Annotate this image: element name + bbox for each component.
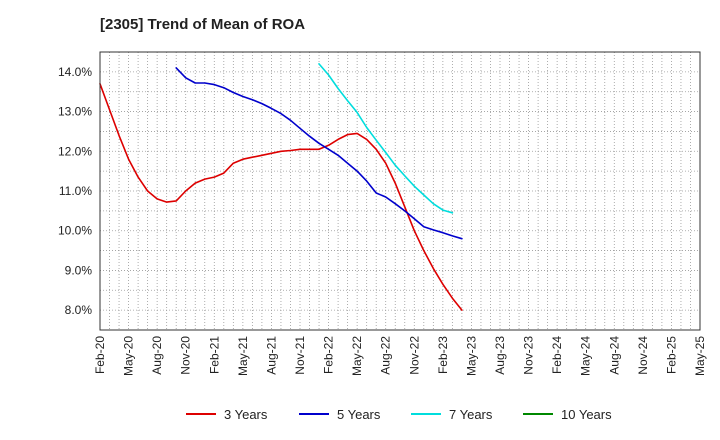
- x-tick-label: Aug-21: [264, 336, 278, 375]
- x-tick-label: May-21: [236, 336, 250, 376]
- x-axis-ticks: Feb-20 May-20 Aug-20 Nov-20 Feb-21 May-21 Aug-…: [93, 336, 707, 376]
- x-tick-label: Nov-23: [522, 336, 536, 375]
- legend-label: 10 Years: [561, 407, 612, 422]
- x-tick-label: May-24: [579, 336, 593, 376]
- y-tick-label: 8.0%: [65, 303, 93, 317]
- x-tick-label: Nov-21: [293, 336, 307, 375]
- x-tick-label: Aug-23: [493, 336, 507, 375]
- series-lines: [99, 63, 463, 311]
- x-tick-label: Feb-23: [436, 336, 450, 374]
- x-tick-label: Feb-20: [93, 336, 107, 374]
- series-line-5-years: [175, 67, 463, 240]
- x-tick-label: Feb-21: [207, 336, 221, 374]
- y-tick-label: 11.0%: [59, 184, 92, 198]
- x-tick-label: Feb-24: [550, 336, 564, 374]
- y-tick-label: 10.0%: [58, 224, 92, 238]
- x-tick-label: Nov-22: [407, 336, 421, 375]
- x-tick-label: May-22: [350, 336, 364, 376]
- x-tick-label: Aug-22: [379, 336, 393, 375]
- legend-label: 3 Years: [224, 407, 268, 422]
- x-tick-label: Feb-22: [322, 336, 336, 374]
- x-tick-label: May-23: [464, 336, 478, 376]
- plot-area-frame: [99, 51, 701, 331]
- y-axis-ticks: 8.0% 9.0% 10.0% 11.0% 12.0% 13.0% 14.0%: [58, 65, 92, 317]
- series-line-3-years: [99, 83, 463, 311]
- chart-title: [2305] Trend of Mean of ROA: [100, 16, 306, 33]
- x-tick-label: May-20: [122, 336, 136, 376]
- x-tick-label: May-25: [693, 336, 707, 376]
- y-tick-label: 9.0%: [65, 263, 93, 277]
- legend: 3 Years 5 Years 7 Years 10 Years: [186, 407, 612, 422]
- series-line-7-years: [318, 63, 454, 214]
- y-tick-label: 13.0%: [58, 105, 92, 119]
- horizontal-gridlines: [100, 71, 700, 311]
- y-tick-label: 12.0%: [58, 144, 92, 158]
- x-tick-label: Nov-24: [636, 336, 650, 375]
- x-tick-label: Aug-24: [607, 336, 621, 375]
- x-tick-label: Aug-20: [150, 336, 164, 375]
- y-tick-label: 14.0%: [58, 65, 92, 79]
- legend-label: 7 Years: [449, 407, 493, 422]
- legend-label: 5 Years: [337, 407, 381, 422]
- x-tick-label: Feb-25: [664, 336, 678, 374]
- x-tick-label: Nov-20: [179, 336, 193, 375]
